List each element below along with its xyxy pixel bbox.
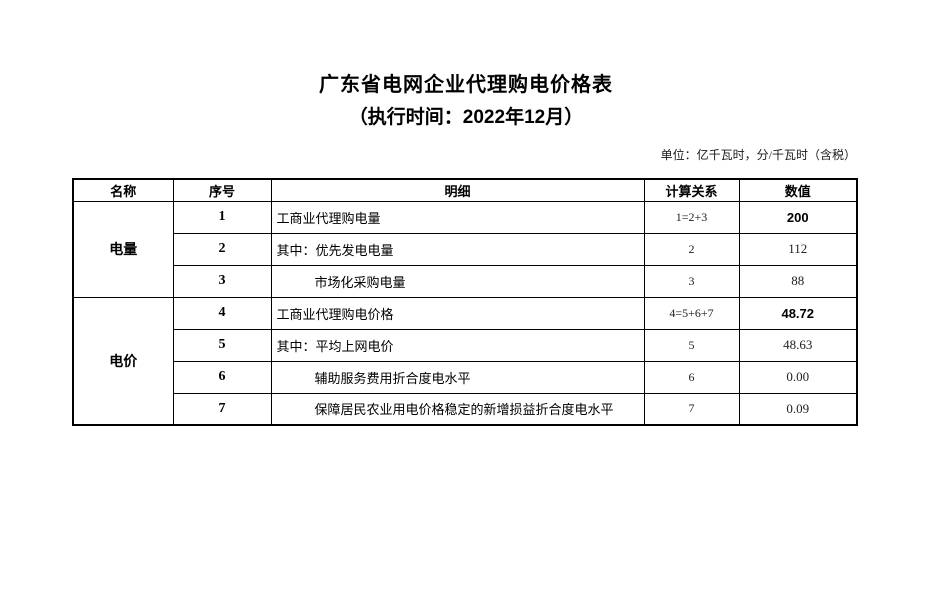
detail-cell: 工商业代理购电量: [270, 200, 645, 234]
calc-cell: 5: [643, 328, 740, 362]
value-cell: 48.72: [738, 296, 858, 330]
table-row: 电量 1 工商业代理购电量 1=2+3 200: [72, 200, 858, 298]
detail-cell: 辅助服务费用折合度电水平: [270, 360, 645, 394]
seq-cell: 5: [172, 328, 272, 362]
table-row: 7 保障居民农业用电价格稳定的新增损益折合度电水平 7 0.09: [73, 392, 858, 426]
table-row: 电价 4 工商业代理购电价格 4=5+6+7 48.72: [72, 296, 858, 426]
table-row: 5 其中：平均上网电价 5 48.63: [73, 328, 858, 362]
document-title: 广东省电网企业代理购电价格表: [319, 74, 613, 96]
value-cell: 200: [738, 200, 858, 234]
detail-cell: 其中：优先发电电量: [270, 232, 645, 266]
header-cell-calc: 计算关系: [643, 178, 740, 202]
calc-cell: 3: [643, 264, 740, 298]
table-row: 6 辅助服务费用折合度电水平 6 0.00: [73, 360, 858, 394]
seq-cell: 6: [172, 360, 272, 394]
calc-cell: 7: [643, 392, 740, 426]
value-cell: 0.00: [738, 360, 858, 394]
header-cell-name: 名称: [72, 178, 174, 202]
value-cell: 112: [738, 232, 858, 266]
value-cell: 0.09: [738, 392, 858, 426]
table-body: 电量 1 工商业代理购电量 1=2+3 200 2 其中：优先发电电量 2 11…: [72, 200, 858, 426]
seq-cell: 4: [172, 296, 272, 330]
group-cell-electricity-quantity: 电量: [72, 200, 174, 298]
header-row: 名称 序号 明细 计算关系 数值: [72, 178, 858, 202]
header-cell-seq: 序号: [172, 178, 272, 202]
table-row: 2 其中：优先发电电量 2 112: [73, 232, 858, 266]
detail-cell: 其中：平均上网电价: [270, 328, 645, 362]
calc-cell: 6: [643, 360, 740, 394]
detail-cell: 市场化采购电量: [270, 264, 645, 298]
header-cell-value: 数值: [738, 178, 858, 202]
table-row: 3 市场化采购电量 3 88: [73, 264, 858, 298]
group-cell-electricity-price: 电价: [72, 296, 174, 426]
calc-cell: 1=2+3: [643, 200, 740, 234]
price-table: 名称 序号 明细 计算关系 数值 电量 1 工商业代理购电量 1=2+3 200…: [72, 178, 858, 426]
seq-cell: 2: [172, 232, 272, 266]
seq-cell: 1: [172, 200, 272, 234]
document-subtitle: （执行时间：2022年12月）: [348, 107, 584, 128]
value-cell: 88: [738, 264, 858, 298]
detail-cell: 保障居民农业用电价格稳定的新增损益折合度电水平: [270, 392, 645, 426]
seq-cell: 7: [172, 392, 272, 426]
detail-cell: 工商业代理购电价格: [270, 296, 645, 330]
calc-cell: 4=5+6+7: [643, 296, 740, 330]
table-header: 名称 序号 明细 计算关系 数值: [72, 178, 858, 202]
value-cell: 48.63: [738, 328, 858, 362]
unit-note: 单位：亿千瓦时，分/千瓦时（含税）: [660, 148, 856, 162]
header-cell-detail: 明细: [270, 178, 645, 202]
calc-cell: 2: [643, 232, 740, 266]
seq-cell: 3: [172, 264, 272, 298]
